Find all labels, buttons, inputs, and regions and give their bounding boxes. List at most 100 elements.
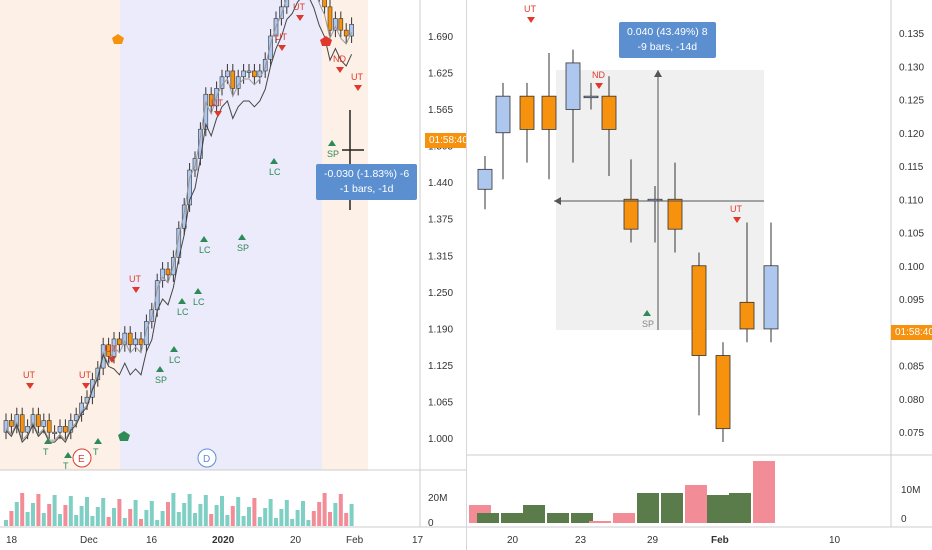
candle [583, 95, 599, 99]
candle [739, 301, 755, 330]
right-chart-canvas[interactable]: 0.135 0.130 0.125 0.120 0.115 0.110 0.105 0.100… [467, 0, 932, 550]
price-tick: 0.075 [899, 428, 924, 439]
candle [41, 420, 47, 427]
marker-label: LC [193, 297, 205, 307]
candle [138, 338, 144, 346]
candle [541, 95, 557, 130]
volume-bar [166, 502, 170, 526]
volume-bar [220, 496, 224, 526]
time-tick: 20 [507, 535, 519, 546]
volume-bar [274, 518, 278, 526]
volume-bar [155, 520, 160, 526]
volume-bar [613, 513, 635, 523]
marker-label: UT [23, 370, 35, 380]
volume-bar [171, 493, 176, 526]
price-tick: 0.105 [899, 229, 924, 240]
volume-bar [139, 519, 143, 526]
volume-bar [133, 500, 138, 526]
price-tick: 1.190 [428, 324, 453, 335]
candle [343, 29, 349, 37]
volume-bar [707, 495, 729, 523]
volume-bar [90, 516, 95, 526]
session-bg-1 [0, 0, 120, 470]
volume-bar [149, 501, 154, 526]
volume-bar [661, 493, 683, 523]
volume-bar [209, 514, 214, 526]
marker-label: UT [730, 204, 742, 214]
marker-label: ND [592, 70, 605, 80]
left-chart-canvas[interactable]: 1.6901.6251.5651.5051.4401.3751.3151.250… [0, 0, 466, 550]
volume-bar [295, 510, 300, 526]
time-tick: 20 [290, 535, 302, 546]
event-label: D [203, 454, 210, 465]
price-tick: 1.565 [428, 105, 453, 116]
candle [477, 168, 493, 190]
volume-bar [338, 494, 343, 526]
marker-down-icon [595, 83, 603, 89]
volume-bar [501, 513, 523, 523]
volume-bar [117, 499, 122, 526]
marker-up-icon [94, 438, 102, 444]
price-tick: 1.690 [428, 32, 453, 43]
volume-bar [311, 511, 316, 526]
arrow-up-icon [654, 70, 662, 77]
volume-bar [252, 498, 257, 526]
candle [57, 426, 63, 433]
time-tick: Dec [80, 535, 98, 546]
marker-up-icon [328, 140, 336, 146]
volume-bar [328, 512, 332, 526]
volume-bar [47, 504, 52, 526]
candle [327, 6, 333, 31]
ma-slow-line [5, 0, 353, 444]
left-chart-pane[interactable]: 1.6901.6251.5651.5051.4401.3751.3151.250… [0, 0, 466, 550]
volume-bar [52, 495, 57, 526]
candle [246, 70, 252, 73]
volume-bar [301, 501, 305, 526]
candle [106, 344, 111, 357]
price-tick: 1.065 [428, 397, 453, 408]
volume-bar [20, 493, 25, 526]
volume-bar [9, 511, 14, 526]
volume-bar [547, 513, 569, 523]
marker-label: UT [524, 4, 536, 14]
price-tick: 0.080 [899, 395, 924, 406]
volume-bar [637, 493, 659, 523]
candle [160, 268, 165, 281]
session-bg-3 [322, 0, 368, 470]
marker-down-icon [336, 67, 344, 73]
volume-bar [344, 513, 349, 526]
marker-down-icon [296, 15, 304, 21]
time-tick: 10 [829, 535, 841, 546]
marker-label: UT [79, 370, 91, 380]
time-tick: Feb [346, 535, 364, 546]
time-tick: 29 [647, 535, 659, 546]
price-tick: 0.130 [899, 62, 924, 73]
marker-down-icon [733, 217, 741, 223]
marker-up-icon [64, 452, 72, 458]
price-tick: 1.250 [428, 288, 453, 299]
marker-label: SP [642, 319, 654, 329]
candle [46, 420, 52, 433]
marker-label: SP [327, 149, 339, 159]
price-tick: 1.375 [428, 215, 453, 226]
marker-label: LC [199, 245, 211, 255]
volume-bar [523, 505, 545, 523]
volume-tick: 10M [901, 485, 920, 496]
candle [19, 414, 25, 433]
price-tag-left: 01:58:40 [425, 133, 466, 148]
right-chart-pane[interactable]: 0.135 0.130 0.125 0.120 0.115 0.110 0.105 0.100… [466, 0, 932, 550]
price-tick: 0.095 [899, 295, 924, 306]
volume-bar [128, 509, 133, 526]
candle [133, 338, 138, 346]
candle [763, 265, 779, 330]
price-tag-right: 01:58:40 [891, 325, 932, 340]
volume-bar [290, 519, 295, 526]
candle [3, 420, 9, 433]
marker-down-icon [278, 45, 286, 51]
volume-bar [14, 502, 19, 526]
dividend-event-icon [197, 448, 217, 468]
candle [203, 93, 209, 130]
volume-bar [349, 504, 354, 526]
volume-bar [144, 510, 149, 526]
time-tick: 16 [146, 535, 158, 546]
